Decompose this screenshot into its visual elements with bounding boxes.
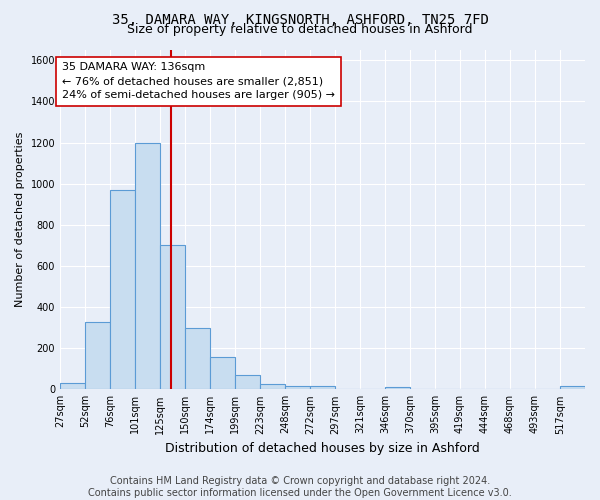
Bar — [85, 322, 110, 390]
Bar — [160, 246, 185, 390]
Bar — [385, 387, 410, 390]
Bar — [135, 142, 160, 390]
Text: 35 DAMARA WAY: 136sqm
← 76% of detached houses are smaller (2,851)
24% of semi-d: 35 DAMARA WAY: 136sqm ← 76% of detached … — [62, 62, 335, 100]
Bar — [110, 190, 135, 390]
Bar — [235, 375, 260, 390]
Bar — [210, 358, 235, 390]
Bar — [310, 386, 335, 390]
Text: Size of property relative to detached houses in Ashford: Size of property relative to detached ho… — [127, 22, 473, 36]
Bar — [185, 328, 210, 390]
Text: 35, DAMARA WAY, KINGSNORTH, ASHFORD, TN25 7FD: 35, DAMARA WAY, KINGSNORTH, ASHFORD, TN2… — [112, 12, 488, 26]
Bar — [60, 383, 85, 390]
Bar — [285, 386, 310, 390]
X-axis label: Distribution of detached houses by size in Ashford: Distribution of detached houses by size … — [165, 442, 480, 455]
Bar — [260, 384, 285, 390]
Bar — [560, 386, 585, 390]
Y-axis label: Number of detached properties: Number of detached properties — [15, 132, 25, 308]
Text: Contains HM Land Registry data © Crown copyright and database right 2024.
Contai: Contains HM Land Registry data © Crown c… — [88, 476, 512, 498]
